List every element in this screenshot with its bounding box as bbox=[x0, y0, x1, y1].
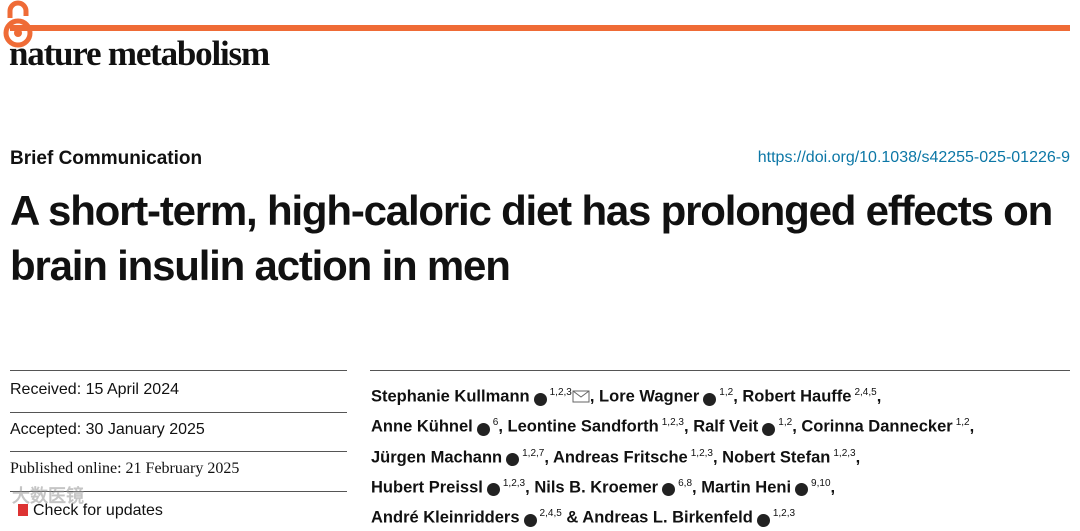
divider bbox=[10, 451, 347, 452]
separator: , bbox=[855, 448, 861, 467]
divider bbox=[370, 370, 1070, 371]
separator: , bbox=[589, 387, 595, 406]
author-name[interactable]: Lore Wagner bbox=[599, 387, 700, 406]
doi-link[interactable]: https://doi.org/10.1038/s42255-025-01226… bbox=[757, 149, 1070, 166]
affiliations: 1,2,7 bbox=[522, 447, 545, 459]
affiliations: 9,10 bbox=[811, 477, 831, 489]
updates-text[interactable]: Check for updates bbox=[33, 502, 163, 519]
separator: , bbox=[684, 417, 689, 436]
author-name[interactable]: André Kleinridders bbox=[371, 508, 520, 527]
separator: , bbox=[712, 448, 718, 467]
author-name[interactable]: Stephanie Kullmann bbox=[371, 387, 530, 406]
author-name[interactable]: Andreas L. Birkenfeld bbox=[582, 508, 753, 527]
orcid-icon[interactable]: ​ bbox=[486, 483, 500, 497]
affiliations: 1,2 bbox=[778, 417, 793, 429]
received-date: Received: 15 April 2024 bbox=[10, 381, 179, 398]
separator: , bbox=[792, 417, 797, 436]
divider bbox=[10, 412, 347, 413]
updates-icon bbox=[18, 504, 28, 516]
author-list: Stephanie Kullmann​1,2,3, Lore Wagner​1,… bbox=[371, 380, 974, 531]
affiliations: 1,2 bbox=[719, 387, 734, 398]
published-date: Published online: 21 February 2025 bbox=[10, 460, 240, 477]
page: nature metabolism Brief Communication ht… bbox=[3, 0, 1070, 527]
affiliations: 6 bbox=[492, 417, 499, 429]
author-line: Jürgen Machann​1,2,7, Andreas Fritsche1,… bbox=[371, 441, 974, 471]
orcid-icon[interactable]: ​ bbox=[795, 483, 809, 497]
affiliations: 1,2,3 bbox=[661, 417, 684, 429]
separator: , bbox=[692, 478, 697, 497]
check-updates[interactable]: Check for updates bbox=[18, 502, 163, 520]
author-name[interactable]: Martin Heni bbox=[701, 478, 792, 497]
orcid-icon[interactable]: ​ bbox=[533, 392, 547, 406]
affiliations: 1,2,3 bbox=[502, 477, 526, 489]
separator: , bbox=[876, 387, 882, 406]
affiliations: 1,2,3 bbox=[549, 387, 572, 398]
author-name[interactable]: Ralf Veit bbox=[693, 417, 759, 436]
affiliations: 1,2,3 bbox=[833, 447, 856, 459]
separator: , bbox=[969, 417, 975, 436]
separator: , bbox=[498, 417, 503, 436]
author-name[interactable]: Andreas Fritsche bbox=[552, 448, 688, 467]
affiliations: 2,4,5 bbox=[539, 508, 562, 520]
separator: , bbox=[830, 478, 836, 497]
separator: & bbox=[561, 508, 579, 527]
separator: , bbox=[525, 478, 530, 497]
article-title: A short-term, high-caloric diet has prol… bbox=[10, 187, 1053, 289]
author-name[interactable]: Robert Hauffe bbox=[742, 387, 852, 406]
author-line: Stephanie Kullmann​1,2,3, Lore Wagner​1,… bbox=[371, 380, 974, 410]
separator: , bbox=[544, 448, 549, 467]
author-name[interactable]: Anne Kühnel bbox=[371, 417, 473, 436]
author-name[interactable]: Nils B. Kroemer bbox=[534, 478, 659, 497]
orcid-icon[interactable]: ​ bbox=[703, 392, 717, 406]
orcid-icon[interactable]: ​ bbox=[762, 422, 776, 436]
orcid-icon[interactable]: ​ bbox=[662, 483, 676, 497]
journal-name[interactable]: nature metabolism bbox=[9, 34, 270, 73]
affiliations: 1,2,3 bbox=[690, 447, 713, 459]
article-type: Brief Communication bbox=[10, 148, 203, 169]
author-line: Hubert Preissl​1,2,3, Nils B. Kroemer​6,… bbox=[371, 471, 974, 501]
orcid-icon[interactable]: ​ bbox=[506, 453, 520, 467]
top-bar bbox=[10, 25, 1070, 31]
affiliations: 1,2,3 bbox=[772, 508, 796, 520]
open-access-icon bbox=[3, 0, 33, 48]
accepted-date: Accepted: 30 January 2025 bbox=[10, 421, 205, 438]
divider bbox=[10, 491, 347, 492]
email-icon[interactable] bbox=[572, 390, 590, 403]
orcid-icon[interactable]: ​ bbox=[476, 422, 490, 436]
affiliations: 2,4,5 bbox=[854, 387, 877, 398]
author-name[interactable]: Leontine Sandforth bbox=[507, 417, 659, 436]
author-name[interactable]: Nobert Stefan bbox=[722, 448, 831, 467]
author-line: Anne Kühnel​6, Leontine Sandforth1,2,3, … bbox=[371, 410, 974, 440]
affiliations: 1,2 bbox=[955, 417, 970, 429]
watermark: 大数医镜 bbox=[12, 486, 84, 506]
author-name[interactable]: Jürgen Machann bbox=[371, 448, 503, 467]
divider bbox=[10, 370, 347, 371]
separator: , bbox=[733, 387, 738, 406]
author-name[interactable]: Corinna Dannecker bbox=[801, 417, 953, 436]
author-name[interactable]: Hubert Preissl bbox=[371, 478, 483, 497]
affiliations: 6,8 bbox=[678, 477, 693, 489]
author-line: André Kleinridders​2,4,5 & Andreas L. Bi… bbox=[371, 501, 974, 531]
